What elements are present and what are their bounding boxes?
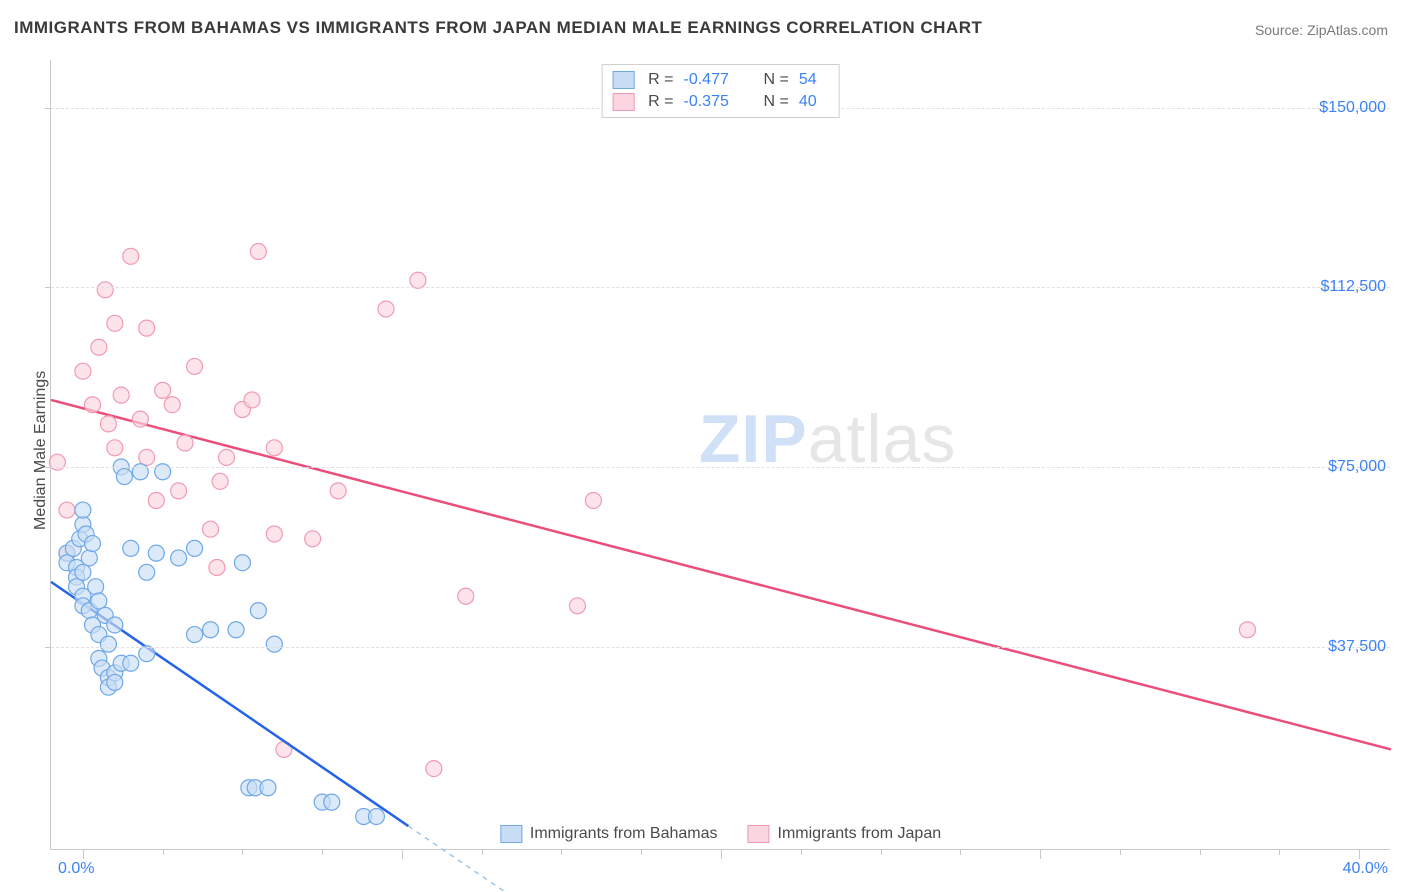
data-point bbox=[75, 363, 91, 379]
data-point bbox=[171, 483, 187, 499]
data-point bbox=[107, 440, 123, 456]
y-tick-label: $112,500 bbox=[1320, 278, 1386, 296]
source-label: Source: bbox=[1255, 22, 1307, 38]
data-point bbox=[171, 550, 187, 566]
data-point bbox=[250, 244, 266, 260]
legend-label-japan: Immigrants from Japan bbox=[778, 825, 942, 843]
data-point bbox=[100, 636, 116, 652]
data-point bbox=[123, 248, 139, 264]
data-point bbox=[123, 540, 139, 556]
legend-row-bahamas: R = -0.477 N = 54 bbox=[612, 69, 829, 91]
n-label: N = bbox=[764, 71, 789, 89]
data-point bbox=[107, 315, 123, 331]
data-point bbox=[203, 622, 219, 638]
data-point bbox=[228, 622, 244, 638]
y-tick-label: $37,500 bbox=[1328, 638, 1386, 656]
data-point bbox=[250, 603, 266, 619]
legend-row-japan: R = -0.375 N = 40 bbox=[612, 91, 829, 113]
data-point bbox=[81, 550, 97, 566]
data-point bbox=[59, 502, 75, 518]
data-point bbox=[91, 339, 107, 355]
data-point bbox=[203, 521, 219, 537]
data-point bbox=[91, 593, 107, 609]
swatch-bahamas bbox=[612, 71, 634, 89]
series-legend: Immigrants from Bahamas Immigrants from … bbox=[494, 825, 947, 843]
data-point bbox=[305, 531, 321, 547]
data-point bbox=[187, 627, 203, 643]
data-point bbox=[410, 272, 426, 288]
legend-item-bahamas: Immigrants from Bahamas bbox=[500, 825, 718, 843]
legend-item-japan: Immigrants from Japan bbox=[748, 825, 942, 843]
data-point bbox=[426, 761, 442, 777]
correlation-legend: R = -0.477 N = 54 R = -0.375 N = 40 bbox=[601, 64, 840, 118]
data-point bbox=[324, 794, 340, 810]
trend-line bbox=[51, 400, 1391, 750]
data-point bbox=[266, 440, 282, 456]
data-point bbox=[84, 536, 100, 552]
data-point bbox=[139, 320, 155, 336]
data-point bbox=[218, 449, 234, 465]
swatch-japan bbox=[612, 93, 634, 111]
data-point bbox=[177, 435, 193, 451]
data-point bbox=[107, 674, 123, 690]
data-point bbox=[139, 564, 155, 580]
chart-plot-area: R = -0.477 N = 54 R = -0.375 N = 40 ZIPa… bbox=[50, 60, 1390, 850]
data-point bbox=[148, 492, 164, 508]
data-point bbox=[569, 598, 585, 614]
data-point bbox=[244, 392, 260, 408]
data-point bbox=[209, 560, 225, 576]
gridline bbox=[51, 467, 1390, 468]
gridline bbox=[51, 287, 1390, 288]
data-point bbox=[585, 492, 601, 508]
data-point bbox=[139, 449, 155, 465]
r-value-bahamas: -0.477 bbox=[684, 71, 754, 89]
gridline bbox=[51, 647, 1390, 648]
data-point bbox=[148, 545, 164, 561]
swatch-bahamas-icon bbox=[500, 825, 522, 843]
r-label: R = bbox=[648, 71, 673, 89]
y-axis-label: Median Male Earnings bbox=[32, 371, 50, 530]
y-tick-label: $150,000 bbox=[1319, 99, 1386, 117]
data-point bbox=[88, 579, 104, 595]
data-point bbox=[212, 473, 228, 489]
data-point bbox=[234, 555, 250, 571]
data-point bbox=[1239, 622, 1255, 638]
data-point bbox=[97, 282, 113, 298]
data-point bbox=[260, 780, 276, 796]
data-point bbox=[187, 358, 203, 374]
n-value-bahamas: 54 bbox=[799, 71, 829, 89]
data-point bbox=[75, 564, 91, 580]
data-point bbox=[458, 588, 474, 604]
data-point bbox=[266, 526, 282, 542]
chart-title: IMMIGRANTS FROM BAHAMAS VS IMMIGRANTS FR… bbox=[14, 18, 982, 38]
n-value-japan: 40 bbox=[799, 93, 829, 111]
source-attribution: Source: ZipAtlas.com bbox=[1255, 22, 1388, 38]
data-point bbox=[368, 808, 384, 824]
x-axis-min-label: 0.0% bbox=[58, 860, 94, 878]
data-point bbox=[330, 483, 346, 499]
data-point bbox=[139, 646, 155, 662]
r-label: R = bbox=[648, 93, 673, 111]
n-label: N = bbox=[764, 93, 789, 111]
y-tick-label: $75,000 bbox=[1328, 458, 1386, 476]
data-point bbox=[266, 636, 282, 652]
data-point bbox=[84, 397, 100, 413]
data-point bbox=[116, 469, 132, 485]
data-point bbox=[132, 411, 148, 427]
data-point bbox=[187, 540, 203, 556]
scatter-svg bbox=[51, 60, 1390, 849]
data-point bbox=[164, 397, 180, 413]
data-point bbox=[113, 387, 129, 403]
source-value: ZipAtlas.com bbox=[1307, 22, 1388, 38]
data-point bbox=[155, 382, 171, 398]
r-value-japan: -0.375 bbox=[684, 93, 754, 111]
data-point bbox=[107, 617, 123, 633]
data-point bbox=[100, 416, 116, 432]
x-axis-max-label: 40.0% bbox=[1343, 860, 1388, 878]
data-point bbox=[378, 301, 394, 317]
data-point bbox=[123, 655, 139, 671]
swatch-japan-icon bbox=[748, 825, 770, 843]
legend-label-bahamas: Immigrants from Bahamas bbox=[530, 825, 718, 843]
data-point bbox=[75, 502, 91, 518]
